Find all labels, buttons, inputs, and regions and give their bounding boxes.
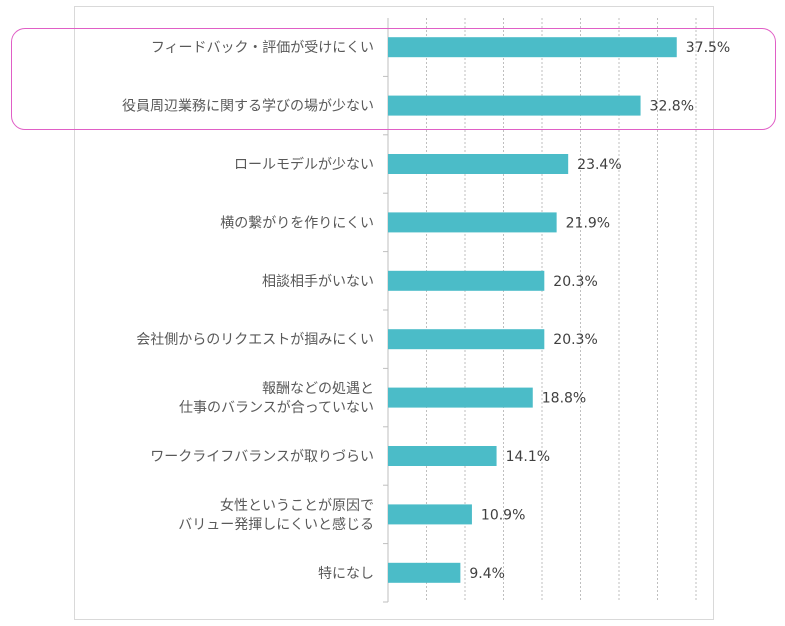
value-label: 10.9% [481,507,525,523]
bar [388,270,545,291]
bar [388,212,557,233]
bar [388,37,677,58]
value-label: 14.1% [506,449,550,465]
value-label: 23.4% [577,157,621,173]
category-label: バリュー発揮しにくいと感じる [178,516,374,533]
category-label: 女性ということが原因で [220,497,374,514]
bar [388,504,472,525]
value-label: 21.9% [566,215,610,231]
value-label: 20.3% [553,274,597,290]
value-label: 37.5% [686,40,730,56]
value-label: 20.3% [553,332,597,348]
category-label: 相談相手がいない [262,274,374,290]
bar [388,329,545,350]
bar [388,154,569,174]
category-label: ロールモデルが少ない [234,156,374,173]
value-label: 32.8% [650,99,694,115]
bar [388,95,641,116]
category-label: 報酬などの処遇と [262,381,374,397]
value-label: 18.8% [542,391,586,407]
bar [388,446,497,466]
category-label: フィードバック・評価が受けにくい [151,40,374,56]
value-label: 9.4% [469,566,505,582]
category-label: 仕事のバランスが合っていない [179,400,374,416]
category-label: ワークライフバランスが取りづらい [150,449,374,465]
category-label: 特になし [318,566,374,582]
category-label: 横の繋がりを作りにくい [220,215,374,231]
bar [388,562,461,583]
category-label: 役員周辺業務に関する学びの場が少ない [122,99,374,115]
bar [388,387,533,408]
category-label: 会社側からのリクエストが掴みにくい [136,332,374,348]
